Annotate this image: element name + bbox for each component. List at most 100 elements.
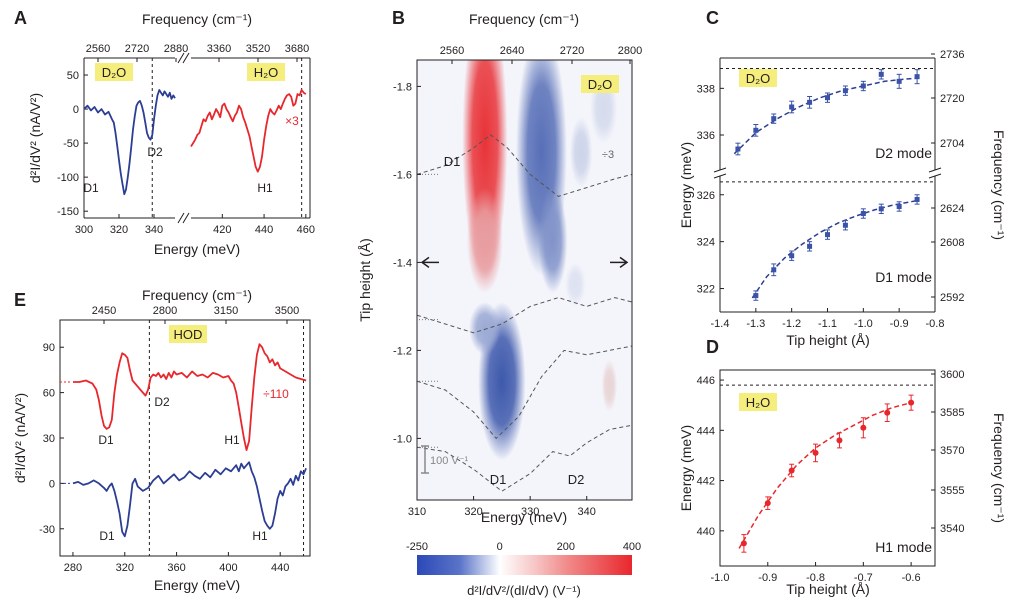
x-axis-title: Energy (meV) <box>154 241 240 257</box>
x-tick-label: -1.0 <box>711 572 730 584</box>
x-tick-label: -0.9 <box>890 318 909 330</box>
y-axis-title: Energy (meV) <box>678 425 694 511</box>
y-axis-title: d²I/dV² (nA/V²) <box>12 393 28 483</box>
series-line-hod-blue <box>72 461 307 538</box>
y-tick-label: -100 <box>57 172 79 184</box>
spectrum-overlay-line <box>417 424 632 492</box>
series-line-d2o <box>83 89 176 196</box>
y2-tick-label: 3570 <box>940 445 964 457</box>
x-axis-title: Tip height (Å) <box>786 581 870 597</box>
mode-label-h1: H1 mode <box>875 539 932 555</box>
y-tick-label: 446 <box>697 375 715 387</box>
top-tick-label: 2560 <box>86 43 110 55</box>
plot-frame <box>719 369 936 567</box>
y-tick-label: 324 <box>697 237 715 249</box>
top-tick-label: 2560 <box>440 45 464 57</box>
x-tick-label: -1.0 <box>854 318 873 330</box>
axis-break-gap <box>929 170 941 176</box>
panel-letter-d: D <box>706 337 719 357</box>
arrow-right-head <box>619 256 629 269</box>
scale-label: ×3 <box>285 114 299 128</box>
heatmap-blob <box>466 187 503 294</box>
d1-mode-point <box>807 243 813 249</box>
y-tick-label: -1.2 <box>393 345 412 357</box>
d2-mode-point <box>753 127 759 133</box>
x-tick-label: -0.6 <box>902 572 921 584</box>
peak-label-d2-bottom: D2 <box>568 472 585 487</box>
top-tick-label: 2800 <box>153 305 177 317</box>
d2-mode-point <box>896 78 902 84</box>
label-hod-text: HOD <box>174 327 203 342</box>
h1-mode-point <box>836 437 843 444</box>
heatmap-blob <box>469 302 501 355</box>
y-tick-label: -30 <box>39 524 55 536</box>
d1-mode-point <box>789 253 795 259</box>
top-axis-title: Frequency (cm⁻¹) <box>469 11 579 27</box>
heatmap-blob <box>601 359 618 412</box>
d2-mode-point <box>914 74 920 80</box>
top-tick-label: 3680 <box>285 43 309 55</box>
x-tick-label: 300 <box>75 224 93 236</box>
y-tick-label: -1.0 <box>393 433 412 445</box>
x-tick-label: -0.7 <box>854 572 873 584</box>
fit-line-d2 <box>733 77 921 155</box>
label-d2o-highlight <box>95 63 133 81</box>
top-tick-label: 3520 <box>246 43 270 55</box>
h1-mode-point <box>812 449 819 456</box>
label-h2o-text: H₂O <box>746 395 771 410</box>
y-tick-label: 326 <box>697 190 715 202</box>
peak-label-d2: D2 <box>147 145 163 159</box>
y-tick-label: -50 <box>63 138 79 150</box>
y-tick-label: 440 <box>697 526 715 538</box>
x-tick-label: -0.9 <box>758 572 777 584</box>
label-d2o-text: D₂O <box>746 71 771 86</box>
y2-tick-label: 2704 <box>940 138 964 150</box>
x-tick-label: 440 <box>271 562 289 574</box>
y2-tick-label: 3555 <box>940 485 964 497</box>
colorbar-tick-label: -250 <box>406 541 428 553</box>
y2-axis-title: Frequency (cm⁻¹) <box>991 413 1007 523</box>
y-tick-label: 90 <box>43 342 55 354</box>
axis-break-mark <box>928 173 942 179</box>
colorbar <box>417 555 632 575</box>
label-d2o-text: D₂O <box>102 65 127 80</box>
y-tick-label: 0 <box>73 104 79 116</box>
top-tick-label: 2450 <box>92 305 116 317</box>
mode-label-d2: D2 mode <box>875 145 932 161</box>
x-tick-label: 310 <box>408 506 426 518</box>
label-d2o-highlight <box>581 75 619 93</box>
x-tick-label: 320 <box>116 562 134 574</box>
d1-mode-point <box>771 267 777 273</box>
axis-break-mark <box>182 212 190 224</box>
top-tick-label: 3360 <box>207 43 231 55</box>
colorbar-title: d²I/dV²/(dI/dV) (V⁻¹) <box>467 583 581 598</box>
y2-tick-label: 2736 <box>940 49 964 61</box>
axis-break-mark <box>177 52 185 64</box>
d2-mode-point <box>842 88 848 94</box>
d2-mode-point <box>825 95 830 101</box>
label-h2o-highlight <box>247 63 285 81</box>
heatmap-layer <box>417 60 632 500</box>
y-axis-title: Energy (meV) <box>678 142 694 228</box>
scale-label: ÷110 <box>263 387 289 401</box>
y-tick-label: 442 <box>697 476 715 488</box>
y2-tick-label: 3540 <box>940 523 964 535</box>
d2-mode-point <box>789 104 795 110</box>
series-line-hod-red <box>73 343 307 452</box>
axis-break-mark <box>713 167 727 173</box>
x-tick-label: 340 <box>145 224 163 236</box>
axis-break-mark <box>713 173 727 179</box>
y-tick-label: 444 <box>697 425 715 437</box>
colorbar-tick-label: 200 <box>557 541 575 553</box>
d1-mode-point <box>896 203 902 209</box>
y2-tick-label: 2720 <box>940 93 964 105</box>
top-tick-label: 2720 <box>560 45 584 57</box>
spectrum-overlay-line <box>417 345 632 440</box>
peak-label-d1: D1 <box>83 181 99 195</box>
top-tick-label: 3150 <box>214 305 238 317</box>
top-tick-label: 2720 <box>125 43 149 55</box>
x-tick-label: -0.8 <box>926 318 945 330</box>
y-tick-label: -1.6 <box>393 169 412 181</box>
x-tick-label: 320 <box>110 224 128 236</box>
